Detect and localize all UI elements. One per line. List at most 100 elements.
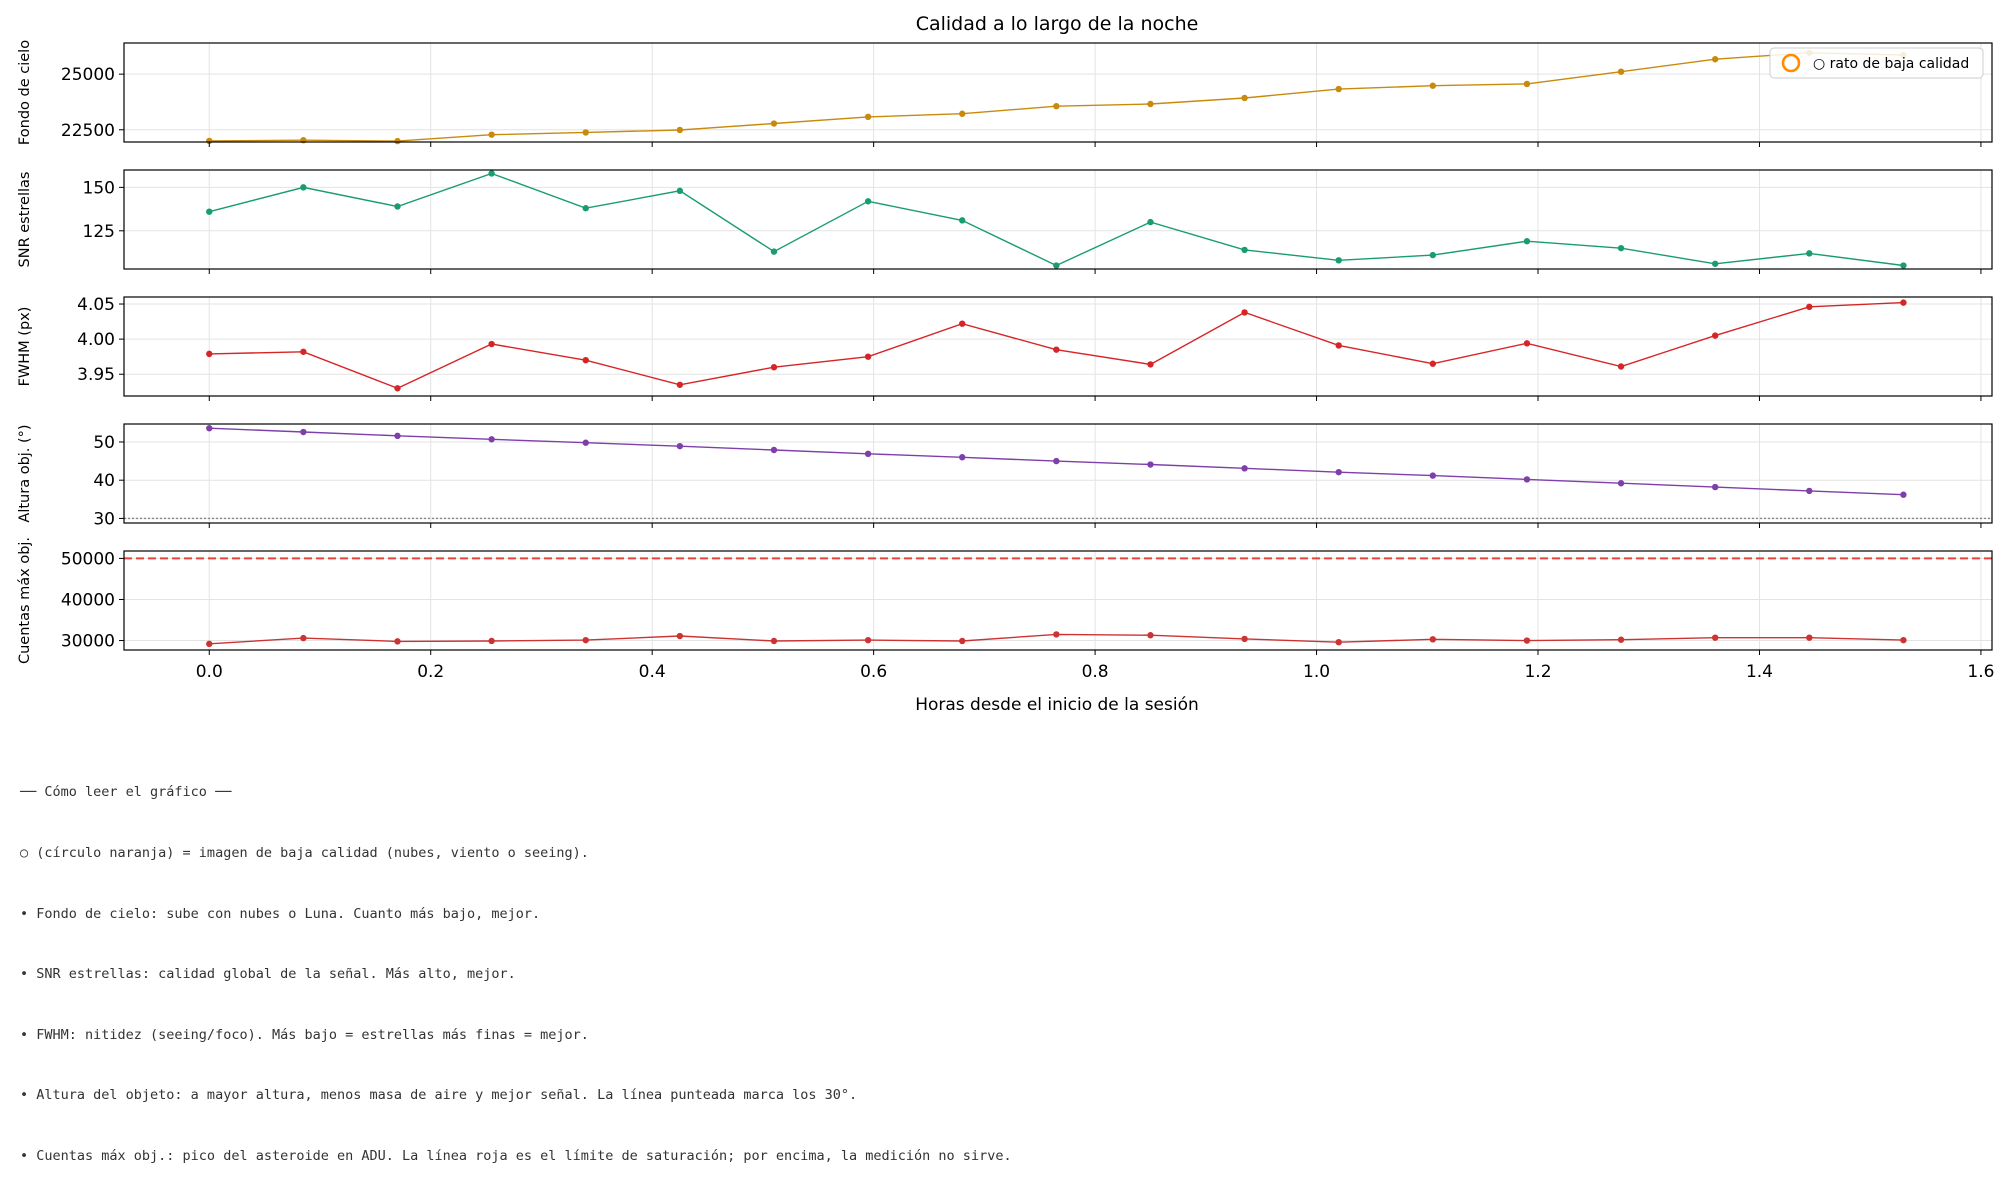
panel-fondo-de-cielo-point: [582, 129, 589, 136]
panel-altura-obj-point: [582, 439, 589, 446]
panel-fwhm-px-point: [1806, 303, 1813, 311]
x-tick-label: 0.6: [860, 662, 887, 682]
panel-altura-obj-point: [959, 454, 966, 461]
panel-fondo-de-cielo-point: [1523, 80, 1531, 88]
panel-altura-obj-point: [770, 446, 778, 454]
panel-snr-estrellas-point: [1241, 246, 1248, 254]
panel-fwhm-px-point: [582, 356, 589, 364]
panel-fondo-de-cielo: 22500 25000 Fondo de cielo ○ rato de baja c…: [17, 40, 1993, 147]
panel-fondo-de-cielo-series-line: [209, 52, 1904, 142]
x-tick-label: 0.0: [196, 662, 223, 682]
legend-label: ○ rato de baja calidad: [1813, 56, 1969, 72]
panel-fondo-de-cielo-point: [488, 131, 495, 138]
x-tick-label: 0.2: [417, 662, 444, 682]
notes-line-altitude: • Altura del objeto: a mayor altura, men…: [20, 1087, 858, 1104]
panel-altura-obj-point: [1053, 457, 1060, 465]
panel-altura-obj-point: [1335, 468, 1342, 476]
x-tick-label: 1.2: [1524, 662, 1551, 682]
panel-fondo-de-cielo-point: [394, 137, 401, 145]
panel-altura-obj-y-tick-label: 50: [93, 433, 115, 453]
panel-fwhm-px-point: [1429, 360, 1437, 367]
panel-snr-estrellas-point: [770, 248, 778, 255]
x-tick-label: 1.0: [1303, 662, 1330, 682]
x-tick-label: 1.4: [1746, 662, 1773, 682]
panel-snr-estrellas-point: [206, 208, 213, 215]
panel-fwhm-px-point: [1335, 342, 1342, 349]
x-tick-label: 1.6: [1967, 662, 1994, 682]
panel-altura-obj-y-tick-label: 40: [93, 471, 115, 491]
panel-snr-estrellas-point: [1900, 262, 1907, 269]
panel-altura-obj-point: [1806, 487, 1813, 495]
quality-chart: Calidad a lo largo de la noche Horas des…: [17, 13, 1994, 715]
panel-fwhm-px-point: [770, 364, 778, 371]
panel-altura-obj-frame: [123, 423, 1993, 524]
panel-fwhm-px-point: [1523, 340, 1531, 347]
x-tick-label: 0.8: [1082, 662, 1109, 682]
panel-snr-estrellas-point: [1147, 218, 1154, 226]
panel-altura-obj-point: [1900, 491, 1907, 498]
panel-altura-obj-point: [206, 425, 213, 432]
panel-fwhm-px: 3.95 4.00 4.05 FWHM (px): [17, 295, 1993, 401]
panel-cuentas-max-obj-y-tick-label: 50000: [61, 549, 115, 569]
panel-snr-estrellas-point: [1523, 238, 1531, 245]
panel-snr-estrellas-point: [488, 170, 495, 177]
panel-altura-obj-point: [300, 428, 307, 436]
legend-box: [1769, 47, 1984, 79]
panel-cuentas-max-obj-point: [488, 637, 495, 645]
panel-fwhm-px-y-tick-label: 4.00: [77, 330, 115, 350]
panel-altura-obj-point: [676, 442, 684, 450]
panel-snr-estrellas-y-tick-label: 125: [83, 222, 115, 242]
panel-cuentas-max-obj-point: [676, 632, 684, 640]
notes-line-fwhm: • FWHM: nitidez (seeing/foco). Más bajo …: [20, 1026, 589, 1043]
panel-altura-obj: 30 40 50 Altura obj. (°): [17, 423, 1993, 529]
panel-fwhm-px-point: [488, 340, 495, 348]
panel-fondo-de-cielo-y-tick-label: 25000: [61, 65, 115, 85]
panel-fondo-de-cielo-point: [864, 113, 872, 121]
panel-altura-obj-point: [488, 436, 495, 443]
panel-snr-estrellas-point: [1053, 262, 1060, 269]
panel-fondo-de-cielo-y-tick-label: 22500: [61, 121, 115, 141]
chart-title: Calidad a lo largo de la noche: [916, 13, 1199, 35]
notes-line-low-quality: ○ (círculo naranja) = imagen de baja cal…: [20, 845, 589, 861]
panel-cuentas-max-obj-point: [206, 640, 213, 648]
panel-snr-estrellas-point: [676, 187, 684, 195]
panel-fwhm-px-y-tick-label: 4.05: [77, 295, 115, 315]
panel-fondo-de-cielo-frame: [123, 42, 1993, 143]
panel-fwhm-px-point: [959, 320, 966, 327]
panel-snr-estrellas-point: [300, 184, 307, 191]
panel-fwhm-px-point: [206, 350, 213, 358]
notes-heading: ── Cómo leer el gráfico ──: [20, 784, 232, 801]
chart-panels: 22500 25000 Fondo de cielo ○ rato de baja c…: [17, 40, 1994, 682]
panel-fwhm-px-point: [1900, 299, 1907, 306]
notes-line-snr: • SNR estrellas: calidad global de la se…: [20, 966, 516, 983]
panel-fondo-de-cielo-point: [1335, 85, 1342, 93]
panel-snr-estrellas: 125 150 SNR estrellas: [17, 169, 1993, 274]
panel-altura-obj-point: [864, 450, 872, 458]
panel-cuentas-max-obj-point: [394, 638, 401, 645]
panel-fwhm-px-point: [300, 348, 307, 355]
panel-fondo-de-cielo-point: [1053, 102, 1060, 110]
panel-altura-obj-y-axis-label: Altura obj. (°): [17, 424, 33, 522]
panel-snr-estrellas-y-tick-label: 150: [83, 178, 115, 198]
panel-cuentas-max-obj-point: [582, 636, 589, 644]
panel-cuentas-max-obj-point: [1617, 636, 1625, 643]
panel-snr-estrellas-frame: [123, 169, 1993, 270]
panel-cuentas-max-obj-point: [1523, 637, 1531, 644]
panel-altura-obj-point: [394, 432, 401, 440]
panel-altura-obj-point: [1711, 483, 1719, 491]
panel-altura-obj-point: [1241, 465, 1248, 472]
panel-fwhm-px-point: [1147, 361, 1154, 368]
panel-fwhm-px-y-axis-label: FWHM (px): [17, 307, 33, 387]
panel-snr-estrellas-point: [1711, 260, 1719, 267]
panel-fondo-de-cielo-point: [676, 126, 684, 134]
notes-line-sky-background: • Fondo de cielo: sube con nubes o Luna.…: [20, 905, 541, 922]
panel-cuentas-max-obj-point: [1429, 636, 1437, 643]
panel-snr-estrellas-point: [864, 198, 872, 205]
panel-fondo-de-cielo-point: [1711, 56, 1719, 63]
panel-fondo-de-cielo-point: [1429, 82, 1437, 89]
panel-altura-obj-point: [1429, 472, 1437, 479]
panel-snr-estrellas-point: [1617, 244, 1625, 252]
panel-fondo-de-cielo-point: [1147, 100, 1154, 108]
chart-notes: ── Cómo leer el gráfico ── ○ (círculo na…: [20, 742, 1012, 1186]
panel-cuentas-max-obj-point: [1147, 632, 1154, 639]
